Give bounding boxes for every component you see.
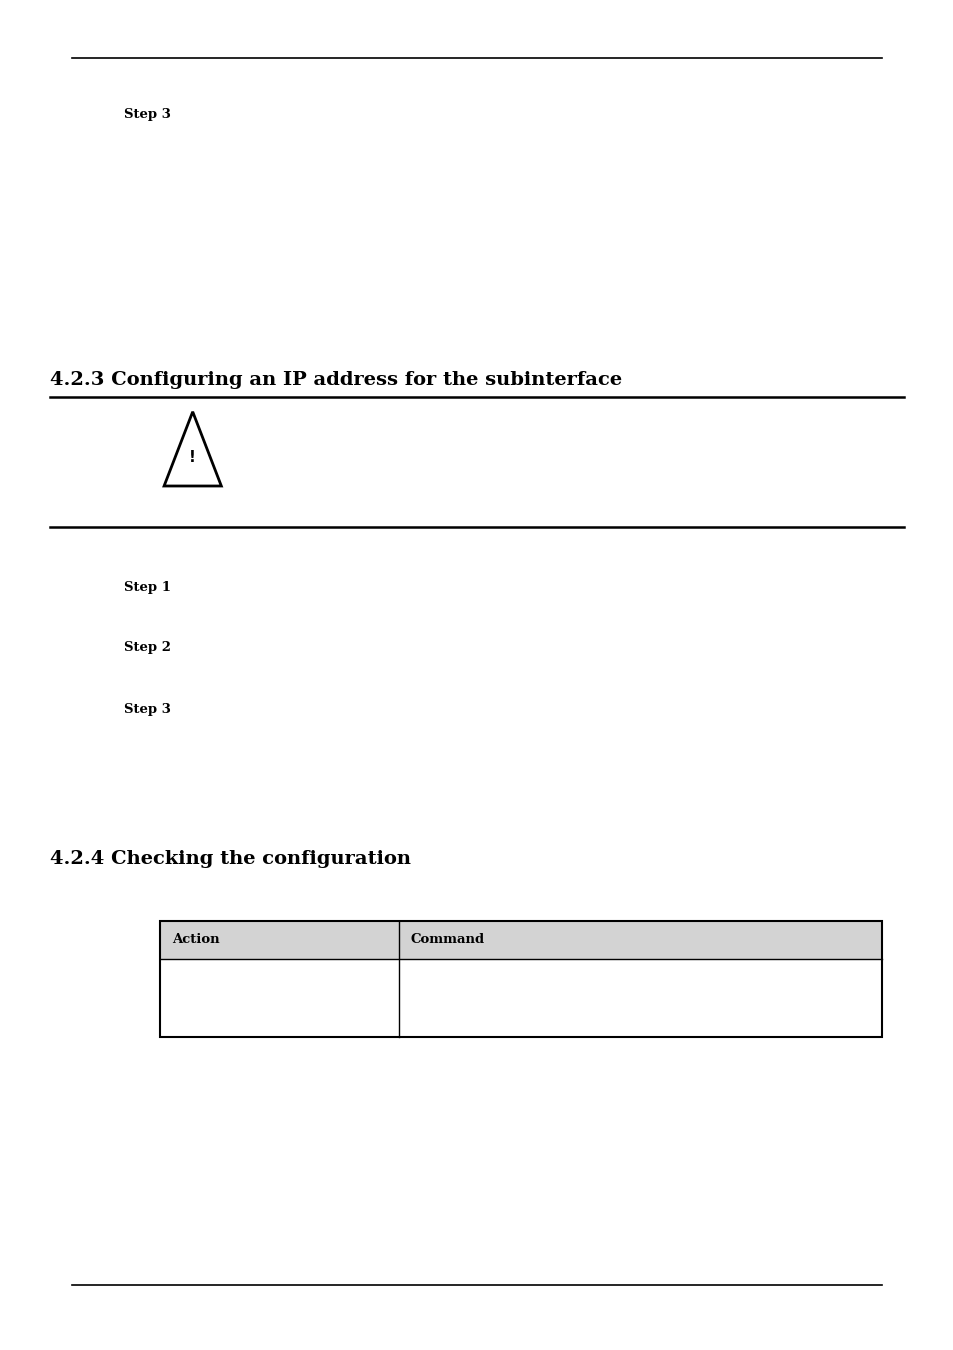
Bar (160, 921, 882, 1037)
Text: !: ! (189, 451, 196, 466)
Text: Step 2: Step 2 (124, 641, 171, 655)
Text: Action: Action (172, 933, 219, 946)
Text: 4.2.4 Checking the configuration: 4.2.4 Checking the configuration (50, 850, 410, 868)
Text: Step 1: Step 1 (124, 580, 171, 594)
Bar (160, 921, 882, 958)
Text: Step 3: Step 3 (124, 703, 171, 717)
Text: Step 3: Step 3 (124, 108, 171, 122)
Text: 4.2.3 Configuring an IP address for the subinterface: 4.2.3 Configuring an IP address for the … (50, 371, 621, 389)
Text: Command: Command (410, 933, 484, 946)
